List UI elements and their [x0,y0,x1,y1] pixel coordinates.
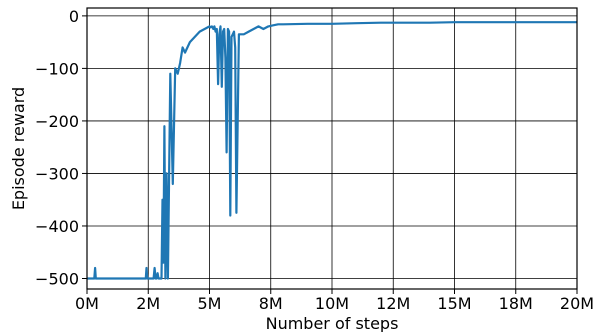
series-line [87,21,577,280]
plot-frame [86,7,578,290]
grid-lines [86,8,578,289]
y-tick-label: −400 [35,217,79,236]
x-tick-label: 12M [376,294,410,313]
x-tick-label: 2M [136,294,160,313]
y-axis-label: Episode reward [9,87,28,210]
x-tick-label: 20M [560,294,594,313]
x-tick-label: 8M [259,294,283,313]
x-tick-label: 10M [315,294,349,313]
y-tick-label: 0 [69,7,79,26]
x-tick-label: 18M [499,294,533,313]
y-tick-label: −200 [35,112,79,131]
x-tick-label: 5M [198,294,222,313]
x-axis-label: Number of steps [266,314,399,332]
x-tick-label: 15M [437,294,471,313]
y-tick-label: −500 [35,269,79,288]
x-tick-label: 0M [75,294,99,313]
series-layer [87,21,577,280]
y-tick-label: −100 [35,59,79,78]
y-tick-label: −300 [35,164,79,183]
axis-ticks: 0M 2M 5M 8M 10M 12M 15M 18M 20M 0 −100 −200 −300 −400… [35,7,594,313]
